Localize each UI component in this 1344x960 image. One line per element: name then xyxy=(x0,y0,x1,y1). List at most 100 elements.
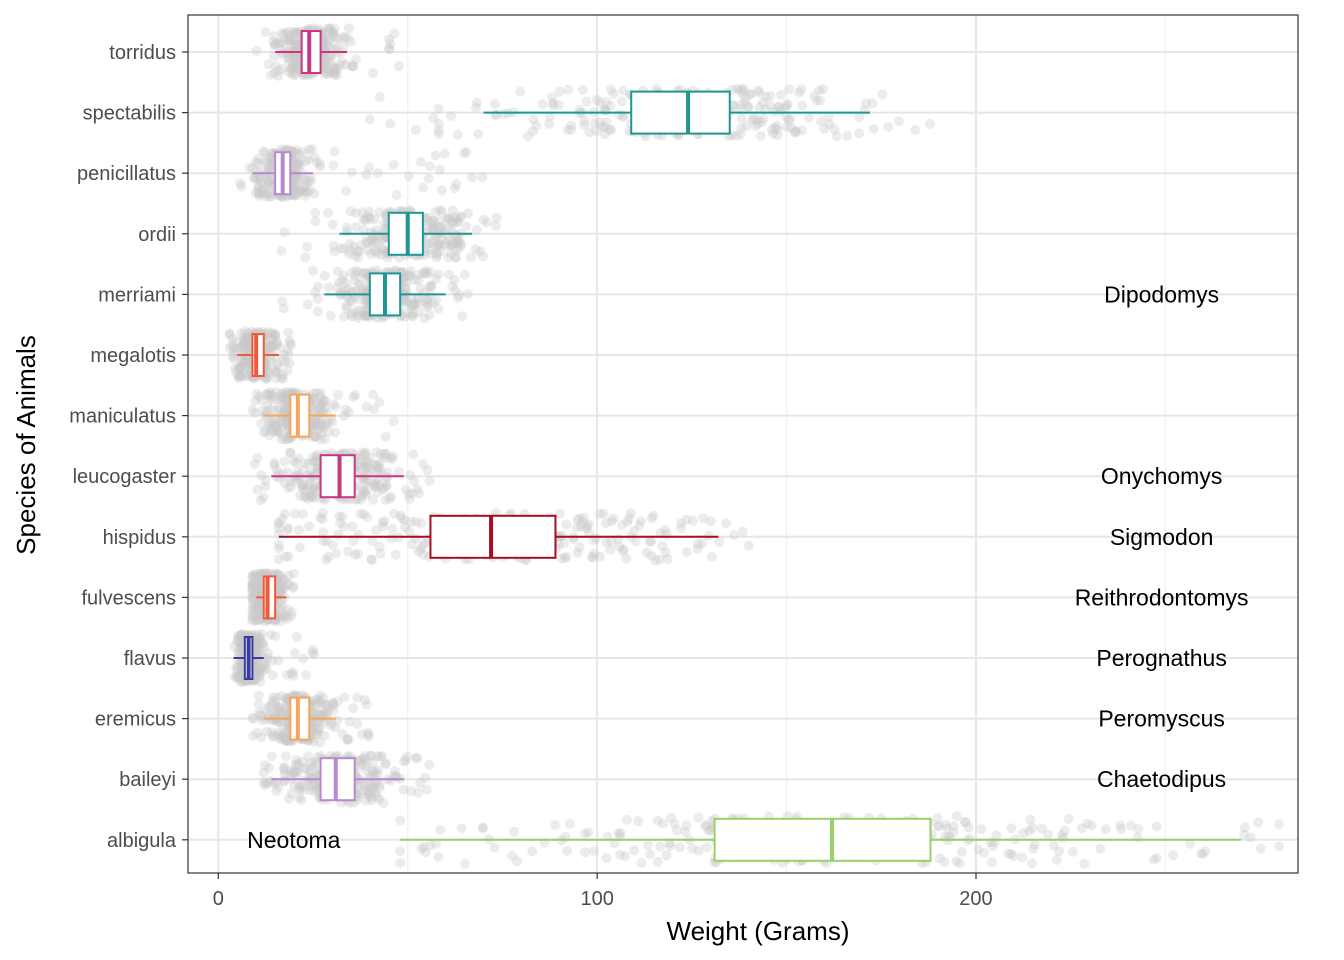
data-point xyxy=(255,189,266,200)
data-point xyxy=(402,751,413,762)
data-point xyxy=(326,68,337,78)
data-point xyxy=(797,100,808,111)
data-point xyxy=(433,240,443,250)
data-point xyxy=(410,124,421,135)
data-point xyxy=(254,584,264,594)
data-point xyxy=(291,754,302,765)
data-point xyxy=(681,547,692,558)
data-point xyxy=(368,68,378,79)
data-point xyxy=(341,300,352,311)
data-point xyxy=(796,125,807,136)
data-point xyxy=(289,70,300,81)
data-point xyxy=(951,811,962,822)
data-point xyxy=(1148,854,1159,865)
data-point xyxy=(320,700,330,711)
data-point xyxy=(401,277,412,288)
data-point xyxy=(301,763,311,774)
data-point xyxy=(368,232,379,243)
data-point xyxy=(286,64,296,75)
data-point xyxy=(1151,821,1162,832)
data-point xyxy=(1086,820,1097,831)
data-point xyxy=(452,234,463,244)
data-point xyxy=(620,851,630,862)
data-point xyxy=(247,577,258,588)
data-point xyxy=(388,159,399,170)
data-point xyxy=(283,482,294,493)
data-point xyxy=(328,31,339,42)
data-point xyxy=(427,219,438,230)
data-point xyxy=(310,456,321,467)
data-point xyxy=(367,757,378,768)
genus-labels: DipodomysOnychomysSigmodonReithrodontomy… xyxy=(247,281,1248,852)
data-point xyxy=(278,431,289,442)
data-point xyxy=(706,551,717,562)
data-point xyxy=(275,38,286,48)
data-point xyxy=(251,569,262,580)
data-point xyxy=(231,336,242,347)
data-point xyxy=(378,483,389,494)
data-point xyxy=(236,342,246,353)
data-point xyxy=(265,70,276,81)
data-point xyxy=(280,390,291,400)
data-point xyxy=(273,362,284,373)
data-point xyxy=(406,786,417,797)
data-point xyxy=(323,282,334,293)
data-point xyxy=(641,547,652,558)
data-point xyxy=(415,777,426,788)
data-point xyxy=(357,729,367,740)
data-point xyxy=(414,488,425,499)
data-point xyxy=(380,431,391,442)
data-point xyxy=(249,459,260,470)
data-point xyxy=(247,593,258,604)
data-point xyxy=(412,484,423,495)
data-point xyxy=(280,751,291,762)
data-point xyxy=(299,491,310,502)
data-point xyxy=(290,766,300,777)
data-point xyxy=(346,296,357,307)
data-point xyxy=(361,761,372,772)
data-point xyxy=(327,540,338,551)
data-point xyxy=(818,84,829,94)
data-point xyxy=(451,230,461,241)
data-point xyxy=(581,521,592,531)
data-point xyxy=(562,845,573,856)
data-point xyxy=(868,123,879,134)
data-point xyxy=(451,179,462,189)
data-point xyxy=(283,55,294,66)
data-point xyxy=(322,417,333,428)
data-point xyxy=(314,424,325,435)
data-point xyxy=(411,516,421,527)
data-point xyxy=(601,117,612,128)
y-tick-label: megalotis xyxy=(90,345,176,367)
data-point xyxy=(242,370,253,381)
data-point xyxy=(251,588,262,599)
data-point xyxy=(676,518,687,529)
data-point xyxy=(307,265,318,276)
data-point xyxy=(374,783,385,794)
data-point xyxy=(297,480,308,491)
data-point xyxy=(428,215,439,226)
data-point xyxy=(358,469,369,480)
data-point xyxy=(1079,858,1090,869)
data-point xyxy=(257,405,268,416)
data-point xyxy=(291,28,302,39)
data-point xyxy=(354,456,365,467)
data-point xyxy=(235,361,246,372)
data-point xyxy=(291,68,302,78)
data-point xyxy=(1253,817,1264,828)
data-point xyxy=(335,243,346,254)
data-point xyxy=(877,89,888,100)
data-point xyxy=(321,58,332,69)
data-point xyxy=(348,61,359,72)
data-point xyxy=(244,162,255,173)
data-point xyxy=(1006,848,1016,859)
data-point xyxy=(252,484,263,495)
data-point xyxy=(280,765,291,776)
data-point xyxy=(343,734,354,745)
data-point xyxy=(703,825,714,836)
data-point xyxy=(303,751,314,762)
data-point xyxy=(374,92,385,103)
data-point xyxy=(312,157,322,168)
data-point xyxy=(315,690,326,701)
data-point xyxy=(272,424,283,434)
